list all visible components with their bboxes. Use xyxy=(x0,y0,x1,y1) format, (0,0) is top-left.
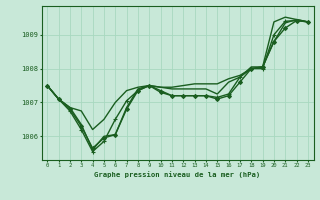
X-axis label: Graphe pression niveau de la mer (hPa): Graphe pression niveau de la mer (hPa) xyxy=(94,171,261,178)
